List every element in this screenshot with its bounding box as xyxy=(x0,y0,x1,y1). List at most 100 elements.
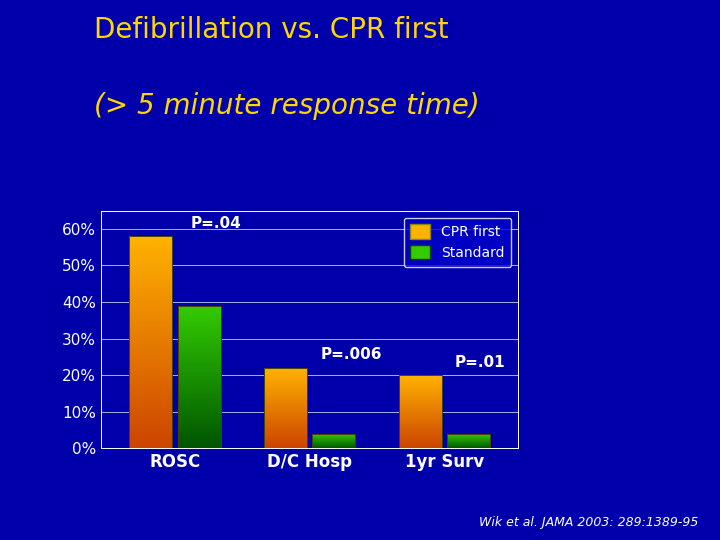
Bar xyxy=(178,407,221,409)
Bar xyxy=(129,342,172,345)
Bar xyxy=(129,313,172,316)
Bar xyxy=(398,399,441,400)
Bar xyxy=(398,387,441,388)
Bar xyxy=(178,332,221,334)
Bar xyxy=(129,323,172,326)
Bar xyxy=(129,435,172,437)
Bar xyxy=(129,430,172,433)
Bar xyxy=(447,434,490,448)
Bar xyxy=(178,357,221,359)
Bar xyxy=(398,429,441,430)
Text: P=.01: P=.01 xyxy=(455,355,505,369)
Bar xyxy=(178,318,221,320)
Bar xyxy=(129,366,172,369)
Bar xyxy=(264,399,307,400)
Bar xyxy=(129,384,172,387)
Bar xyxy=(264,445,307,446)
Bar xyxy=(129,437,172,440)
Bar xyxy=(398,437,441,438)
Bar xyxy=(264,446,307,447)
Bar xyxy=(264,389,307,390)
Bar xyxy=(178,402,221,403)
Bar xyxy=(129,289,172,292)
Bar xyxy=(129,350,172,353)
Bar xyxy=(178,340,221,341)
Bar xyxy=(129,382,172,384)
Bar xyxy=(398,401,441,402)
Bar xyxy=(398,407,441,408)
Bar xyxy=(178,421,221,423)
Bar xyxy=(129,348,172,350)
Bar xyxy=(129,422,172,424)
Bar xyxy=(129,406,172,408)
Bar xyxy=(398,382,441,383)
Bar xyxy=(264,401,307,402)
Bar xyxy=(178,379,221,381)
Bar xyxy=(129,284,172,287)
Bar xyxy=(129,372,172,374)
Bar xyxy=(129,355,172,358)
Bar xyxy=(129,308,172,310)
Bar xyxy=(264,385,307,386)
Bar xyxy=(264,373,307,374)
Bar xyxy=(178,329,221,330)
Bar xyxy=(398,386,441,387)
Bar xyxy=(178,352,221,354)
Bar xyxy=(398,411,441,413)
Bar xyxy=(264,379,307,380)
Bar xyxy=(398,390,441,391)
Bar xyxy=(264,403,307,404)
Bar xyxy=(264,407,307,408)
Bar xyxy=(178,323,221,325)
Bar xyxy=(264,394,307,395)
Bar xyxy=(398,402,441,403)
Bar xyxy=(129,440,172,443)
Bar xyxy=(178,388,221,389)
Bar xyxy=(264,406,307,407)
Bar xyxy=(178,400,221,402)
Bar xyxy=(264,428,307,429)
Bar xyxy=(398,379,441,380)
Bar xyxy=(264,382,307,383)
Bar xyxy=(129,334,172,337)
Bar xyxy=(129,276,172,279)
Bar xyxy=(398,375,441,376)
Bar xyxy=(264,405,307,406)
Bar xyxy=(398,439,441,440)
Bar xyxy=(264,391,307,392)
Bar xyxy=(129,252,172,255)
Bar xyxy=(398,388,441,389)
Bar xyxy=(178,355,221,357)
Bar xyxy=(129,361,172,363)
Bar xyxy=(264,375,307,376)
Bar xyxy=(264,440,307,441)
Bar xyxy=(178,384,221,386)
Bar xyxy=(264,412,307,413)
Bar xyxy=(178,327,221,329)
Bar xyxy=(398,423,441,424)
Bar xyxy=(398,420,441,421)
Bar xyxy=(264,441,307,442)
Bar xyxy=(264,420,307,421)
Bar xyxy=(178,414,221,416)
Bar xyxy=(264,427,307,428)
Bar xyxy=(178,420,221,421)
Bar xyxy=(129,329,172,332)
Bar xyxy=(178,373,221,375)
Bar xyxy=(178,338,221,340)
Bar xyxy=(264,442,307,443)
Bar xyxy=(178,348,221,350)
Bar xyxy=(264,390,307,391)
Bar xyxy=(178,443,221,444)
Bar xyxy=(129,376,172,379)
Bar xyxy=(398,446,441,447)
Bar xyxy=(129,262,172,265)
Bar xyxy=(264,384,307,385)
Bar xyxy=(129,241,172,244)
Bar xyxy=(264,429,307,430)
Bar xyxy=(178,423,221,425)
Bar xyxy=(398,438,441,439)
Bar xyxy=(264,424,307,425)
Bar xyxy=(264,425,307,426)
Bar xyxy=(178,363,221,364)
